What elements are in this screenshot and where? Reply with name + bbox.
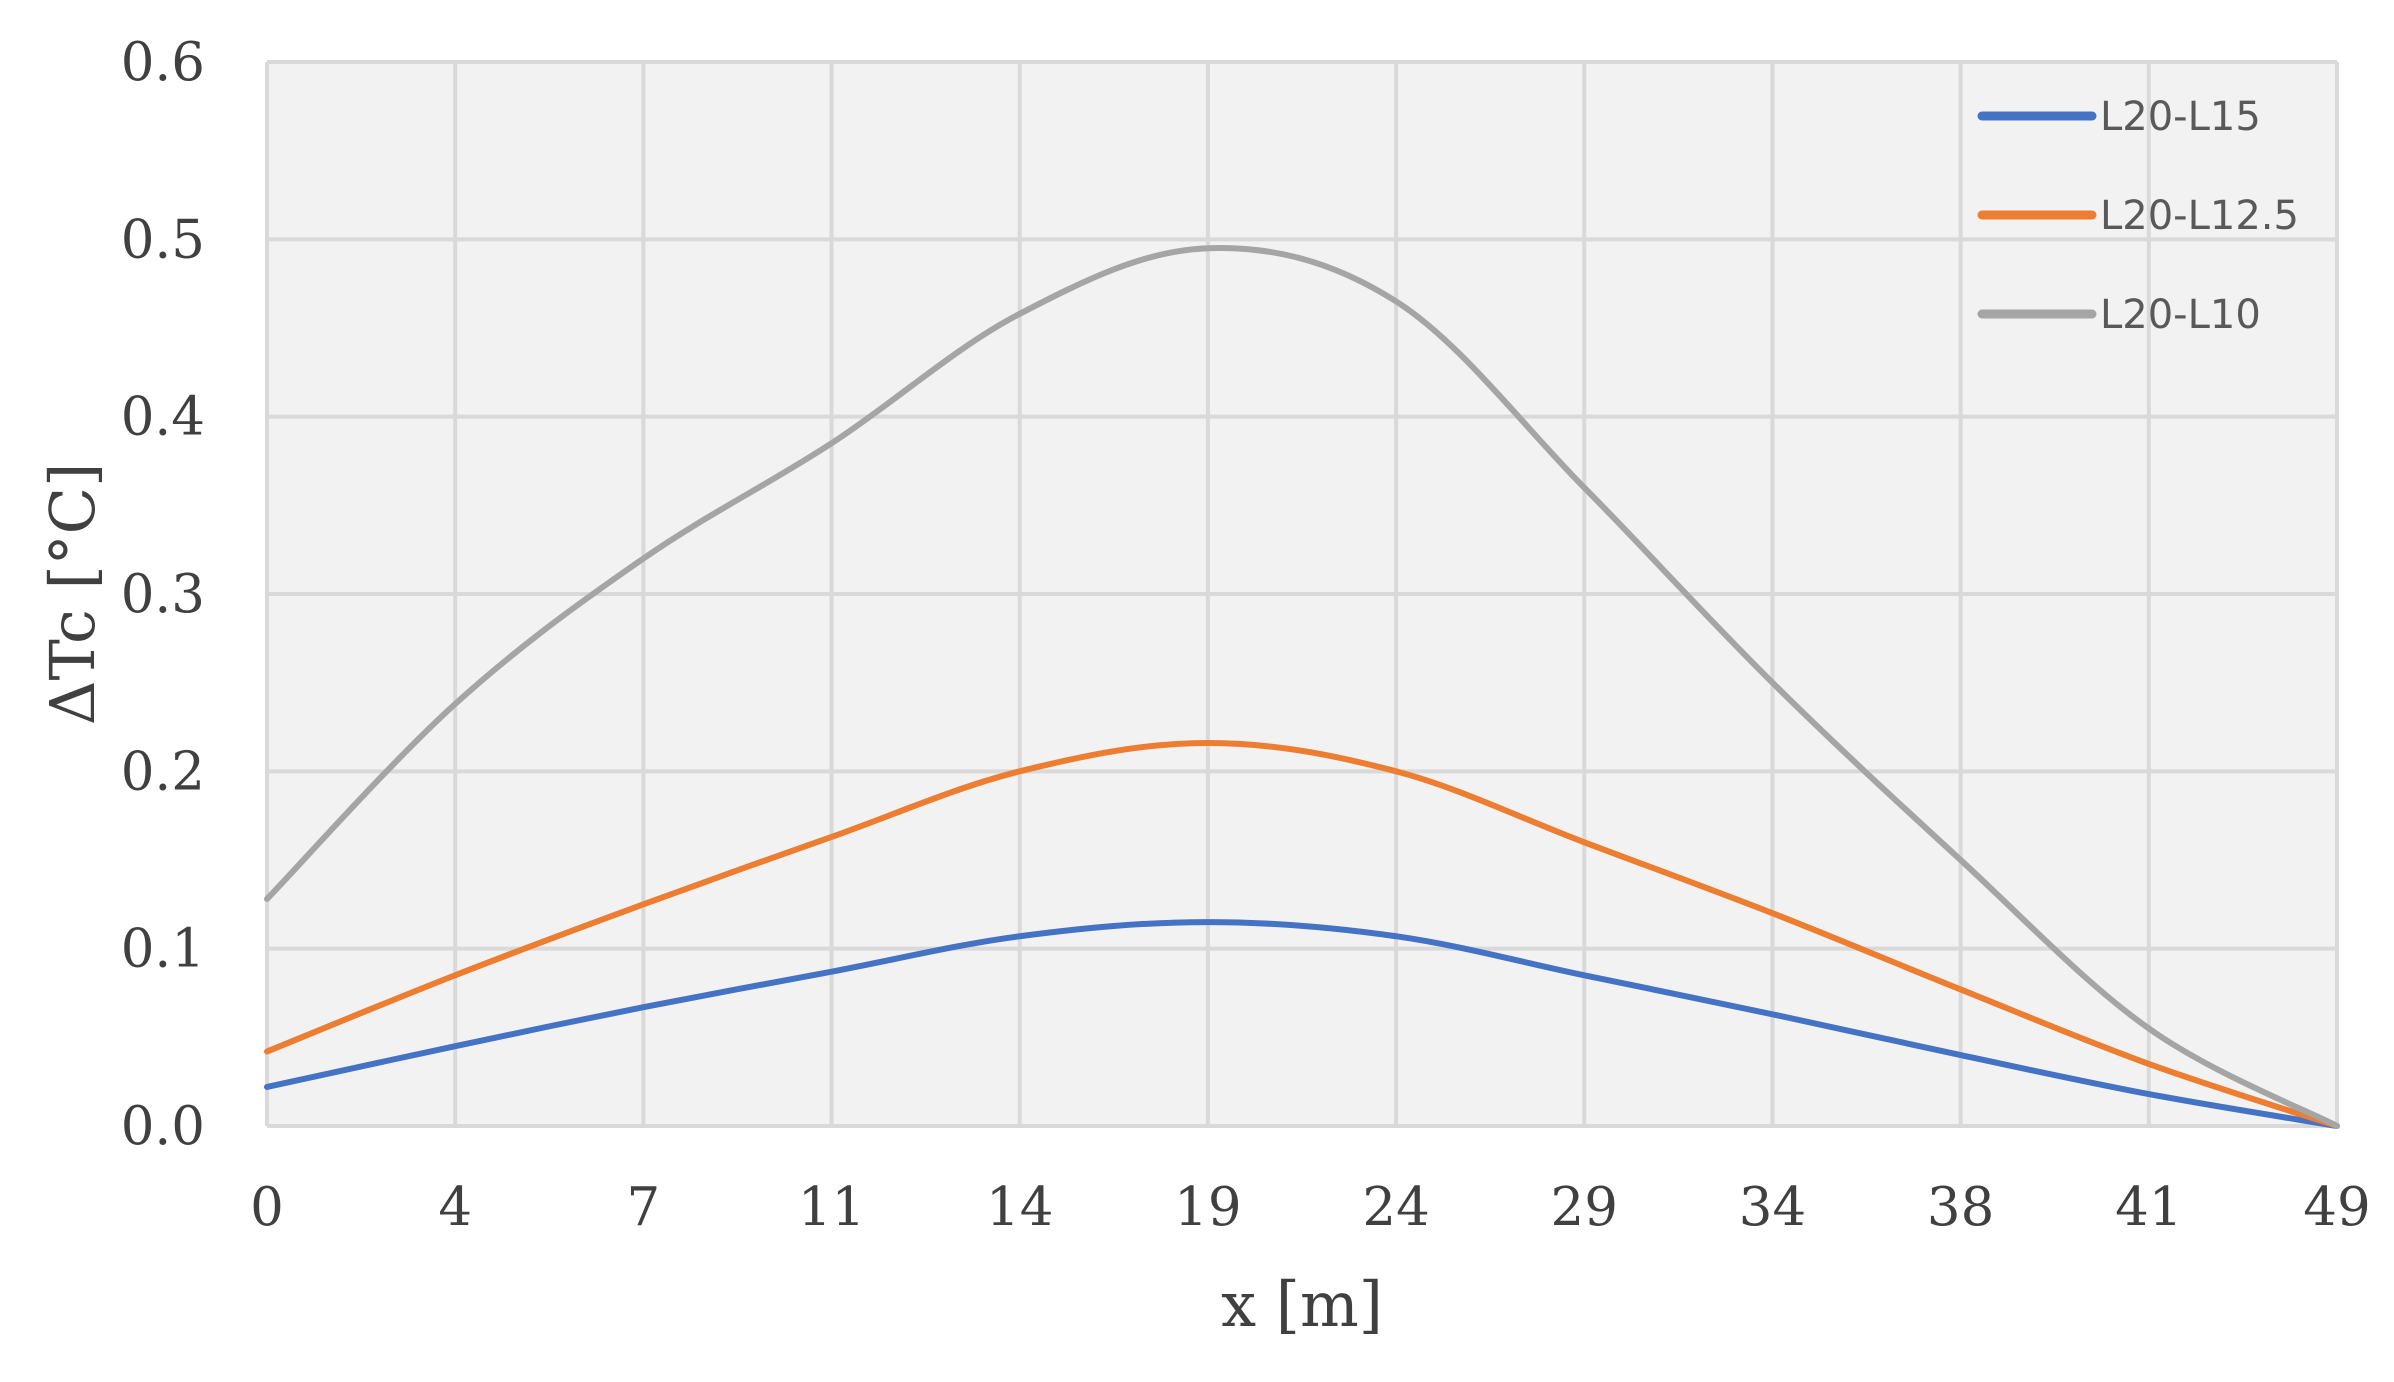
x-tick-label: 14 [986,1177,1053,1238]
series-line-l20-l15 [264,919,2340,1129]
gridlines [265,60,2339,1128]
y-tick-label: 0.5 [121,209,205,270]
y-tick-label: 0.4 [121,387,205,448]
x-tick-label: 19 [1174,1177,1241,1238]
x-axis-ticks: 0 4 7 11 14 19 24 29 34 38 41 49 [250,1177,2371,1238]
series-line-l20-l12-5 [264,739,2340,1129]
x-tick-label: 38 [1927,1177,1994,1238]
y-tick-label: 0.1 [121,919,205,980]
legend-label: L20-L10 [2100,292,2261,338]
y-tick-label: 0.6 [121,32,205,93]
x-tick-label: 0 [250,1177,284,1238]
x-tick-label: 34 [1739,1177,1806,1238]
series-lines [264,245,2340,1129]
x-tick-label: 4 [438,1177,472,1238]
y-tick-label: 0.0 [121,1096,205,1157]
x-axis-title: x [m] [1221,1268,1383,1341]
legend-label: L20-L12.5 [2100,193,2299,239]
x-tick-label: 24 [1362,1177,1429,1238]
legend-label: L20-L15 [2100,94,2261,140]
y-axis-ticks: 0.0 0.1 0.2 0.3 0.4 0.5 0.6 [121,32,205,1157]
y-tick-label: 0.2 [121,741,205,802]
x-tick-label: 11 [798,1177,865,1238]
y-tick-label: 0.3 [121,564,205,625]
y-axis-title: ΔTc [°C] [36,463,109,726]
x-tick-label: 41 [2115,1177,2182,1238]
x-tick-label: 7 [626,1177,660,1238]
x-tick-label: 29 [1551,1177,1618,1238]
series-line-l20-l10 [264,245,2340,1129]
x-tick-label: 49 [2303,1177,2370,1238]
legend: L20-L15 L20-L12.5 L20-L10 [1977,94,2299,338]
